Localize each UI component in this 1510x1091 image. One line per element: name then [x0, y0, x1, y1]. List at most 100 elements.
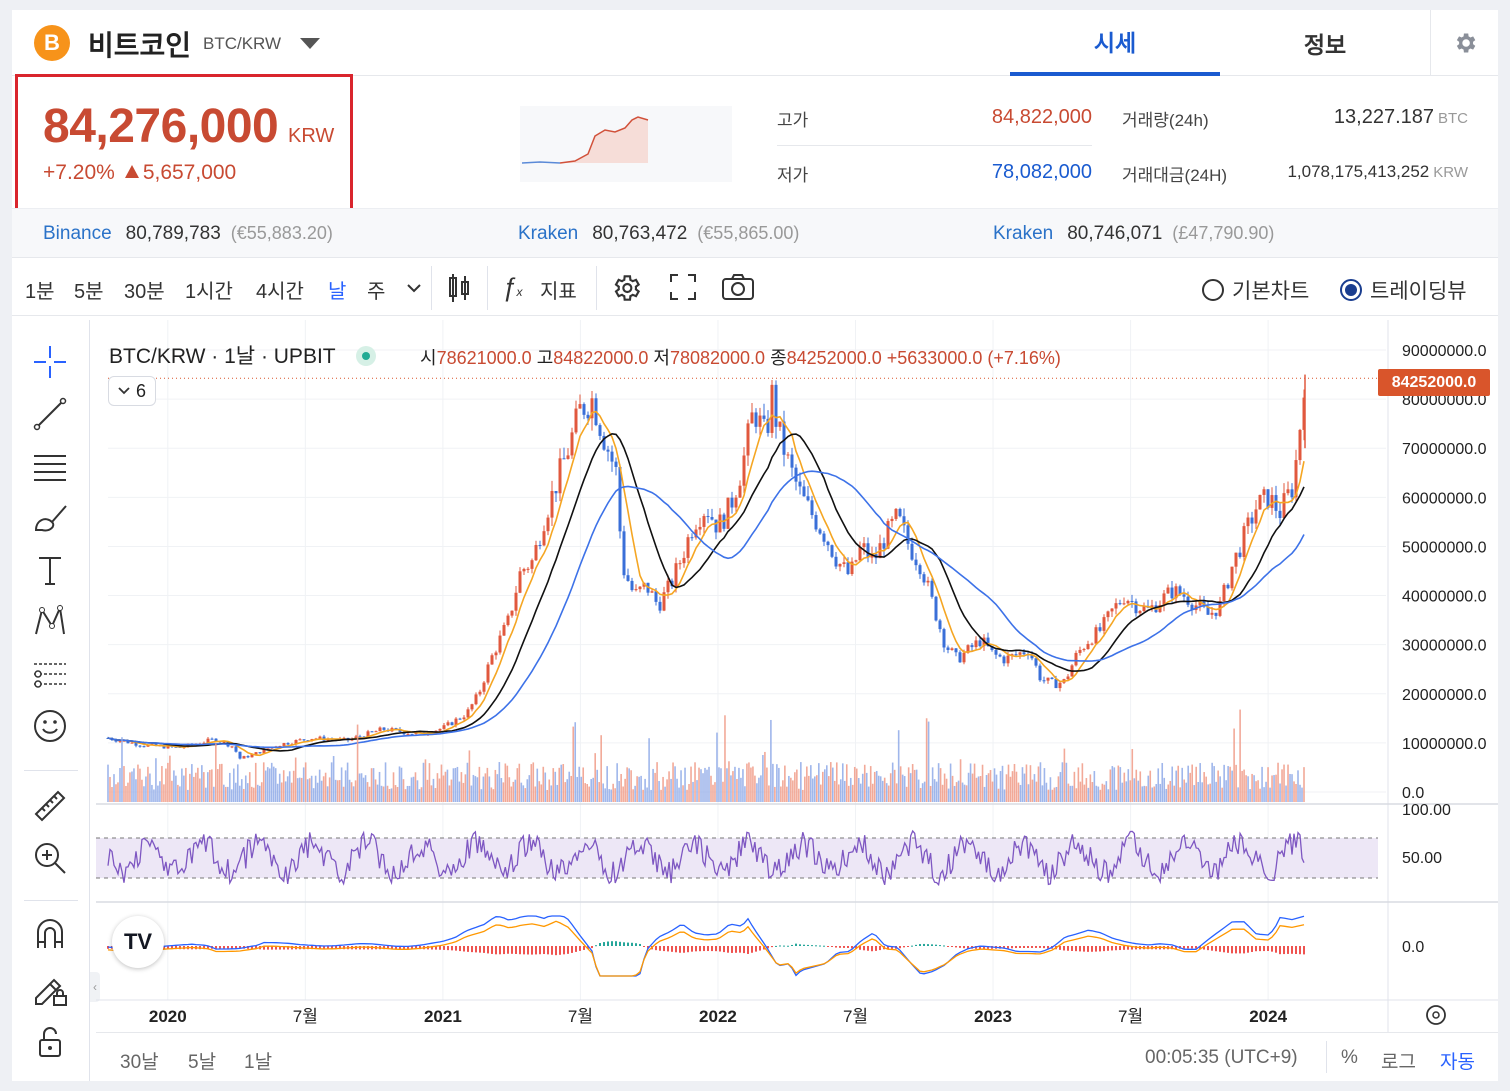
- trendline-icon[interactable]: [32, 396, 68, 432]
- candle-body: [214, 738, 218, 742]
- candle-body: [826, 541, 830, 546]
- chevron-down-icon[interactable]: [406, 282, 422, 294]
- macd-histogram-bar: [1207, 946, 1209, 951]
- indicators-toggle[interactable]: 6: [108, 376, 156, 406]
- ruler-icon[interactable]: [32, 788, 68, 824]
- tab-price[interactable]: 시세: [1010, 10, 1220, 76]
- volume-bar: [171, 780, 173, 802]
- volume-bar: [1005, 774, 1008, 802]
- unlock-icon[interactable]: [32, 1024, 68, 1060]
- timeframe-1h[interactable]: 1시간: [185, 281, 233, 303]
- high-value: 84822000.0: [553, 348, 649, 368]
- percent-toggle[interactable]: %: [1341, 1047, 1358, 1068]
- volume-bar: [1225, 780, 1227, 802]
- settings-button[interactable]: [1430, 10, 1498, 76]
- fx-indicator-icon[interactable]: ƒx: [502, 272, 523, 302]
- volume-bar: [203, 772, 205, 802]
- pattern-icon[interactable]: [32, 604, 68, 640]
- radio-tradingview[interactable]: 트레이딩뷰: [1340, 275, 1467, 305]
- coin-pair[interactable]: BTC/KRW: [203, 34, 282, 53]
- chart-settings-icon[interactable]: [610, 272, 642, 304]
- last-price-tag: 84252000.0: [1378, 369, 1490, 396]
- forecast-icon[interactable]: [32, 656, 68, 692]
- range-30d[interactable]: 30날: [120, 1052, 159, 1073]
- candle-body: [506, 615, 510, 626]
- candle-body: [522, 568, 526, 572]
- volume-bar: [620, 774, 622, 802]
- exchange-name[interactable]: Binance: [43, 223, 112, 244]
- x-tick-label: 2021: [424, 1007, 462, 1026]
- macd-histogram-bar: [779, 945, 781, 947]
- macd-histogram-bar: [675, 946, 677, 953]
- volume-bar: [1071, 785, 1074, 802]
- macd-histogram-bar: [547, 946, 549, 955]
- brush-icon[interactable]: [32, 500, 68, 536]
- volume-bar: [1043, 768, 1046, 802]
- macd-histogram-bar: [571, 946, 573, 953]
- volume-bar: [167, 762, 169, 802]
- auto-toggle[interactable]: 자동: [1440, 1052, 1475, 1073]
- macd-histogram-bar: [323, 946, 325, 950]
- macd-histogram-bar: [911, 945, 913, 947]
- coin-name[interactable]: 비트코인: [88, 30, 192, 61]
- lock-drawing-icon[interactable]: [32, 970, 68, 1006]
- exchange-name[interactable]: Kraken: [993, 223, 1054, 244]
- candle-body: [618, 466, 622, 532]
- candle-body: [210, 738, 214, 740]
- tool-divider: [24, 900, 78, 901]
- coin-dropdown-icon[interactable]: [300, 38, 320, 49]
- volume-bar: [973, 763, 976, 802]
- text-icon[interactable]: [32, 552, 68, 588]
- market-status-icon: [355, 346, 376, 366]
- price-chart[interactable]: 90000000.0 80000000.0 70000000.0 60000000.0…: [96, 320, 1498, 1032]
- volume-bar: [324, 772, 327, 802]
- range-5d[interactable]: 5날: [188, 1052, 217, 1073]
- candle-body: [394, 728, 398, 730]
- volume-bar: [450, 779, 453, 802]
- timeframe-4h[interactable]: 4시간: [256, 281, 304, 303]
- volume-bar: [871, 783, 874, 802]
- candle-body: [742, 455, 746, 486]
- log-toggle[interactable]: 로그: [1381, 1052, 1416, 1073]
- timeframe-1m[interactable]: 1분: [25, 281, 55, 303]
- timeframe-5m[interactable]: 5분: [74, 281, 104, 303]
- y-tick-label: 20000000.0: [1402, 687, 1487, 704]
- clock-time[interactable]: 00:05:35 (UTC+9): [1145, 1047, 1298, 1068]
- macd-histogram-bar: [787, 945, 789, 947]
- candle-body: [1022, 652, 1026, 655]
- exchange-name[interactable]: Kraken: [518, 223, 579, 244]
- volume-bar: [638, 776, 640, 802]
- range-1d[interactable]: 1날: [244, 1052, 273, 1073]
- magnet-icon[interactable]: [32, 916, 68, 952]
- crosshair-icon[interactable]: [32, 344, 68, 380]
- volume-bar: [213, 786, 215, 802]
- macd-histogram-bar: [491, 946, 493, 954]
- candle-body: [490, 655, 494, 665]
- tab-info[interactable]: 정보: [1303, 32, 1347, 58]
- volume-bar: [1019, 784, 1022, 802]
- volume-bar: [1139, 771, 1142, 802]
- tradingview-logo-icon[interactable]: TV: [112, 916, 164, 968]
- timeframe-week[interactable]: 주: [367, 281, 386, 303]
- camera-icon[interactable]: [721, 272, 755, 302]
- volume-bar: [1119, 767, 1122, 802]
- indicator-button[interactable]: 지표: [540, 281, 577, 303]
- zoom-in-icon[interactable]: [32, 840, 68, 876]
- candle-body: [1122, 603, 1126, 605]
- macd-histogram-bar: [875, 946, 877, 951]
- fullscreen-icon[interactable]: [668, 272, 698, 302]
- radio-basic-chart[interactable]: 기본차트: [1202, 275, 1309, 305]
- candle-body: [486, 664, 490, 683]
- timeframe-day[interactable]: 날: [328, 281, 347, 303]
- volume-bar: [306, 779, 309, 802]
- volume-bar: [1295, 783, 1297, 802]
- macd-histogram-bar: [795, 943, 797, 946]
- volume-bar: [1097, 786, 1100, 802]
- candle-type-icon[interactable]: [446, 272, 472, 304]
- macd-histogram-bar: [563, 946, 565, 955]
- macd-histogram-bar: [567, 946, 569, 954]
- horizontal-lines-icon[interactable]: [32, 448, 68, 484]
- timeframe-30m[interactable]: 30분: [124, 281, 165, 303]
- emoji-icon[interactable]: [32, 708, 68, 744]
- collapse-toolbar-icon[interactable]: ‹: [90, 972, 100, 1002]
